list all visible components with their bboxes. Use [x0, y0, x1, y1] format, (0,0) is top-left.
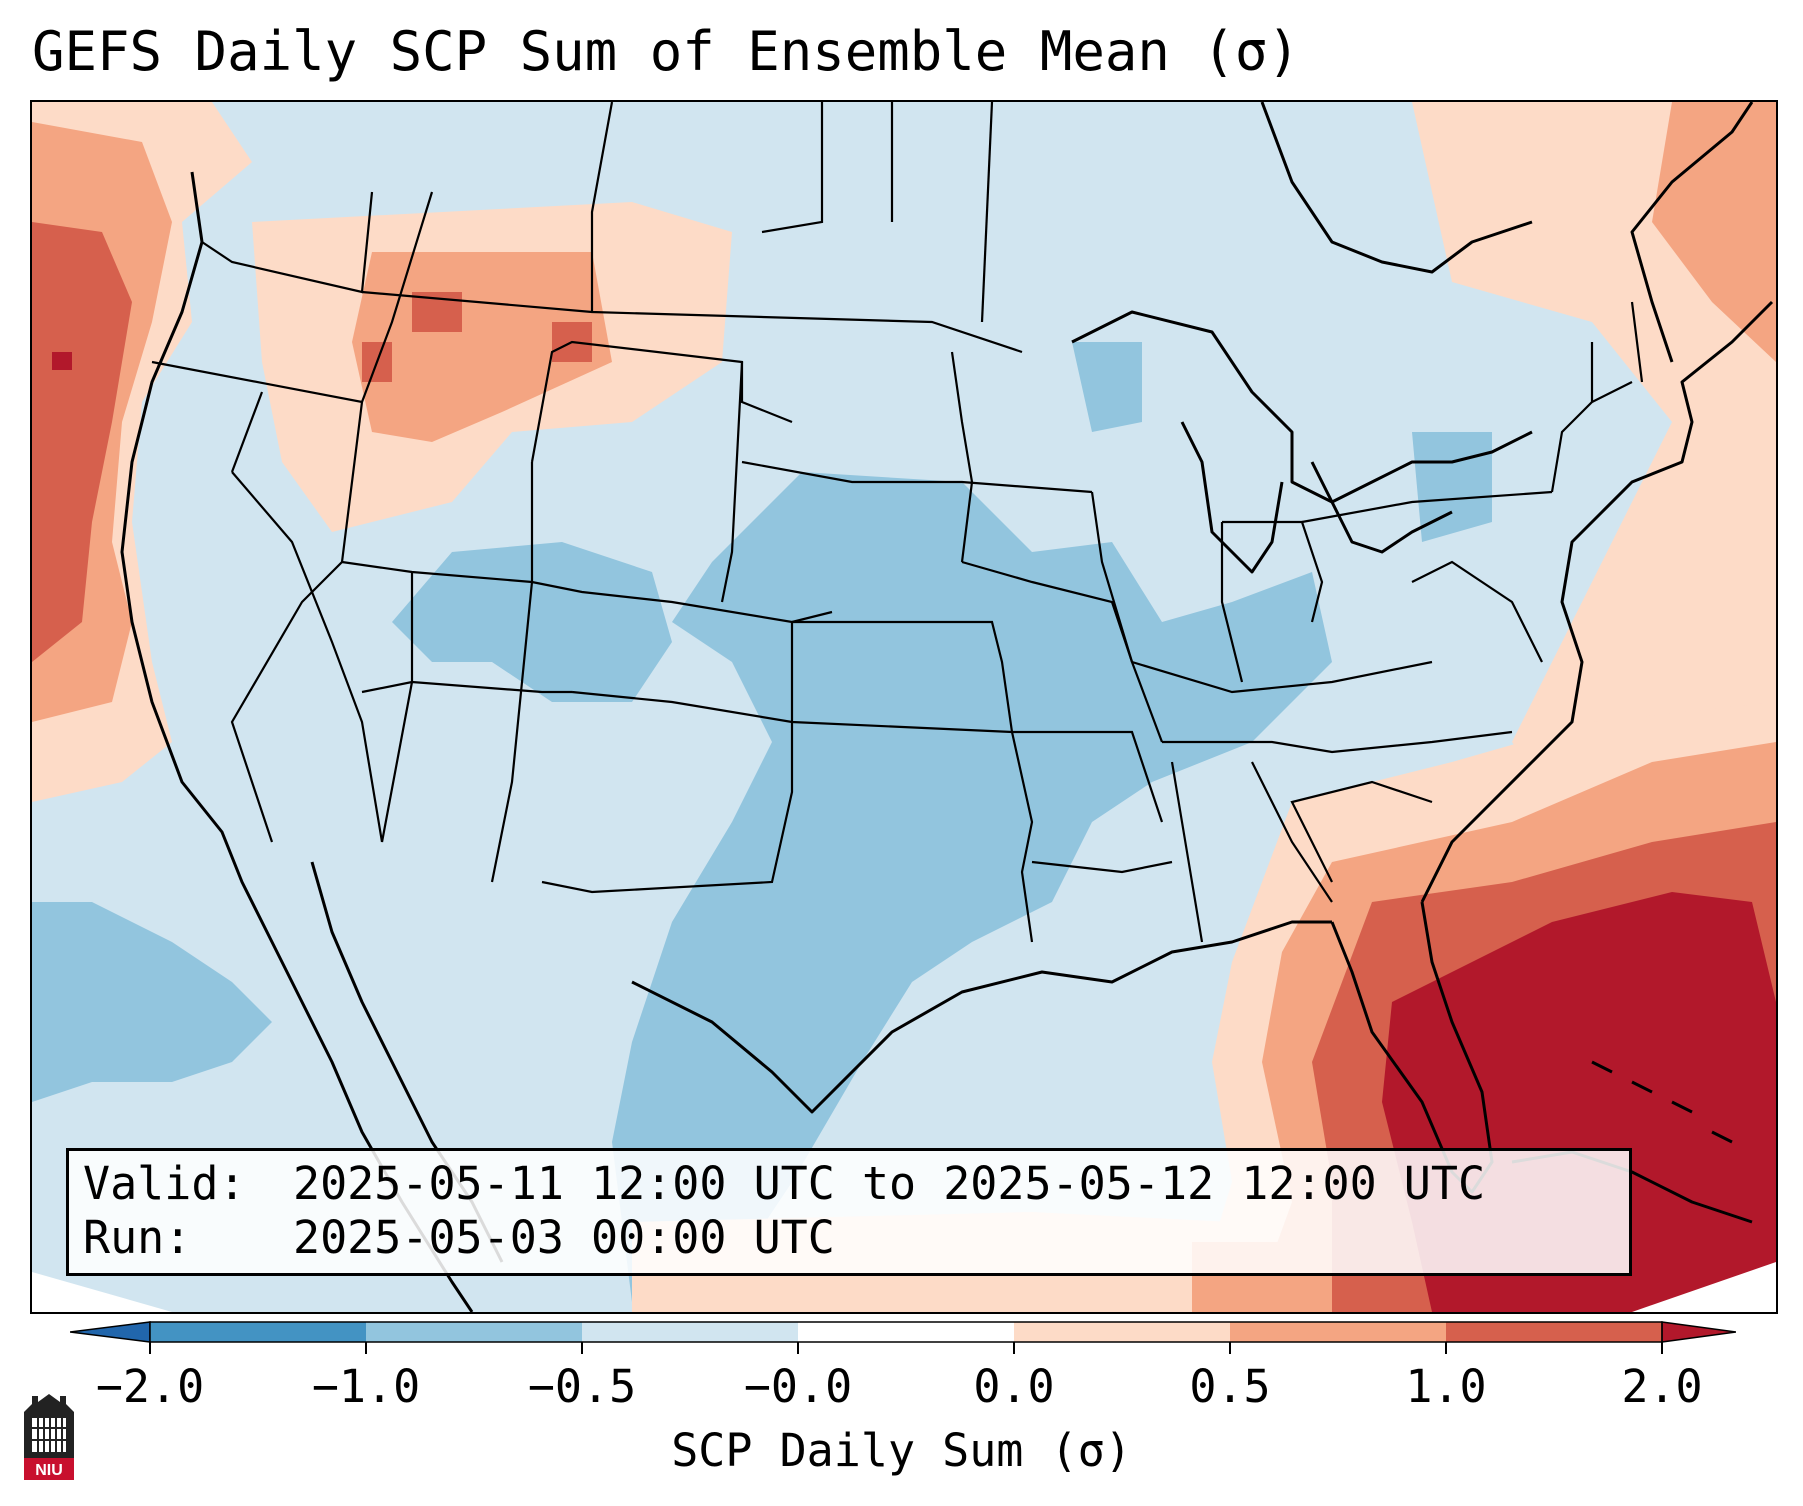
colorbar-bin-4 — [798, 1322, 1014, 1342]
anomaly-lakes-blue — [1072, 342, 1492, 542]
colorbar-tick-label: 0.5 — [1189, 1360, 1271, 1413]
colorbar-tick-label: −2.0 — [95, 1360, 205, 1413]
map-panel[interactable] — [30, 100, 1778, 1314]
state-borders — [151, 102, 1644, 943]
colorbar — [70, 1321, 1736, 1354]
svg-text:NIU: NIU — [35, 1462, 63, 1479]
colorbar-outline — [149, 1321, 1663, 1343]
colorbar-extend-low — [70, 1321, 151, 1343]
niu-logo: NIU — [24, 1394, 74, 1480]
colorbar-bin-5 — [1014, 1322, 1230, 1342]
domain-corner-se — [1632, 1262, 1776, 1312]
domain-corner-sw — [32, 1272, 172, 1312]
colorbar-tick-label: −0.5 — [527, 1360, 637, 1413]
valid-value: 2025-05-11 12:00 UTC to 2025-05-12 12:00… — [293, 1157, 1486, 1210]
anomaly-rockies-blue — [392, 542, 672, 702]
anomaly-nw-strong — [32, 222, 132, 662]
colorbar-ticks — [149, 1342, 1663, 1354]
colorbar-extend-high — [1661, 1321, 1736, 1343]
chart-title: GEFS Daily SCP Sum of Ensemble Mean (σ) — [32, 20, 1300, 83]
colorbar-tick-label: −1.0 — [311, 1360, 421, 1413]
colorbar-tick-label: 0.0 — [973, 1360, 1055, 1413]
anomaly-nw-max — [52, 352, 72, 370]
run-key: Run: — [83, 1211, 192, 1264]
anomaly-rockies-strong — [362, 292, 592, 382]
valid-key: Valid: — [83, 1157, 246, 1210]
map-svg — [32, 102, 1776, 1312]
colorbar-bin-2 — [366, 1322, 582, 1342]
valid-info-box: Valid: 2025-05-11 12:00 UTC to 2025-05-1… — [66, 1148, 1632, 1276]
colorbar-bin-6 — [1230, 1322, 1446, 1342]
colorbar-tick-label: −0.0 — [743, 1360, 853, 1413]
anomaly-pacific-blue — [32, 902, 272, 1102]
run-row: Run: 2025-05-03 00:00 UTC — [83, 1211, 1615, 1265]
valid-row: Valid: 2025-05-11 12:00 UTC to 2025-05-1… — [83, 1157, 1615, 1211]
anomaly-ne-mid — [1652, 102, 1776, 362]
coastlines — [120, 102, 1774, 1312]
anomaly-ne-light — [1412, 102, 1776, 862]
colorbar-label: SCP Daily Sum (σ) — [671, 1424, 1132, 1477]
colorbar-tick-label: 2.0 — [1621, 1360, 1703, 1413]
colorbar-bin-3 — [582, 1322, 798, 1342]
run-value: 2025-05-03 00:00 UTC — [293, 1211, 835, 1264]
colorbar-bin-7 — [1446, 1322, 1662, 1342]
colorbar-tick-label: 1.0 — [1405, 1360, 1487, 1413]
colorbar-bin-1 — [150, 1322, 366, 1342]
